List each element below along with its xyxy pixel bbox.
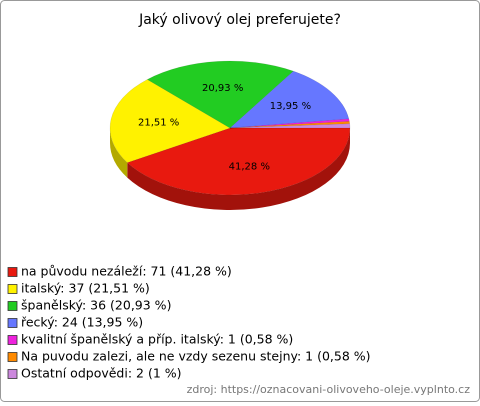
source: zdroj: https://oznacovani-olivoveho-olej… <box>187 383 471 396</box>
slice-label: 21,51 % <box>138 118 179 129</box>
slice <box>109 79 231 163</box>
legend-label: na původu nezáleží: 71 (41,28 %) <box>21 264 232 279</box>
slice <box>229 118 350 129</box>
slice-label: 41,28 % <box>229 162 270 173</box>
legend-label: řecký: 24 (13,95 %) <box>21 315 143 330</box>
slice <box>229 123 351 129</box>
legend-label: Na puvodu zalezi, ale ne vzdy sezenu ste… <box>21 349 371 364</box>
legend-swatch <box>7 318 18 328</box>
legend-label: italský: 37 (21,51 %) <box>21 281 150 296</box>
legend-swatch <box>7 267 18 277</box>
slice-side <box>110 128 128 178</box>
legend-swatch <box>7 352 18 362</box>
slice <box>126 127 351 196</box>
legend-swatch <box>7 301 18 311</box>
chart-title: Jaký olivový olej preferujete? <box>138 12 341 28</box>
legend-label: Ostatní odpovědi: 2 (1 %) <box>21 366 182 381</box>
slice <box>146 60 294 129</box>
legend: na původu nezáleží: 71 (41,28 %) italský:… <box>7 264 371 381</box>
legend-swatch <box>7 369 18 379</box>
slice <box>229 121 351 129</box>
slice-label: 13,95 % <box>270 101 311 112</box>
legend-swatch <box>7 284 18 294</box>
legend-label: španělský: 36 (20,93 %) <box>21 298 171 313</box>
legend-swatch <box>7 335 18 345</box>
slice-label: 20,93 % <box>202 83 243 94</box>
slice-side <box>127 128 350 211</box>
legend-label: kvalitní španělský a příp. italský: 1 (0… <box>21 332 293 347</box>
pie: 41,28 % 21,51 % 20,93 % 13,95 % <box>109 60 351 211</box>
slice <box>229 70 350 129</box>
